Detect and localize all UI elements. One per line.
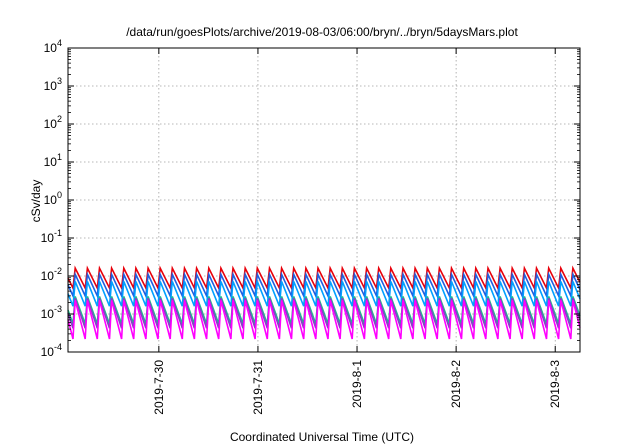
y-tick-label: 103 — [44, 76, 62, 93]
series-group — [67, 265, 581, 340]
x-tick-label: 2019-7-30 — [152, 360, 166, 415]
x-tick-label: 2019-8-2 — [449, 360, 463, 408]
y-tick-label: 100 — [44, 190, 62, 207]
series-line-5 — [67, 297, 581, 329]
y-axis-label: cSv/day — [29, 180, 43, 223]
y-tick-label: 10-3 — [41, 304, 62, 321]
x-tick-label: 2019-8-3 — [548, 360, 562, 408]
chart-title: /data/run/goesPlots/archive/2019-08-03/0… — [126, 25, 518, 39]
y-tick-label: 10-2 — [41, 266, 62, 283]
axis-ticks: 10-4 10-3 10-2 10-1 100 101 102 103 104 2019-7-30… — [41, 38, 580, 415]
y-tick-label: 101 — [44, 152, 62, 169]
x-axis-label: Coordinated Universal Time (UTC) — [230, 430, 414, 444]
y-tick-label: 10-1 — [41, 228, 62, 245]
x-tick-label: 2019-8-1 — [350, 360, 364, 408]
series-line-2 — [67, 271, 581, 299]
y-tick-label: 104 — [44, 38, 62, 55]
y-tick-label: 10-4 — [41, 342, 62, 359]
series-line-3 — [67, 281, 581, 307]
series-line-6 — [67, 300, 581, 340]
x-tick-label: 2019-7-31 — [251, 360, 265, 415]
y-tick-label: 102 — [44, 114, 62, 131]
series-line-1 — [67, 265, 581, 291]
